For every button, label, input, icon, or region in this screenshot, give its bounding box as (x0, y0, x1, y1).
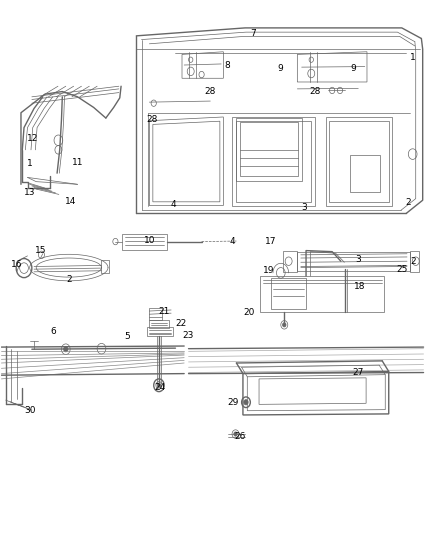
Text: 26: 26 (234, 432, 246, 441)
Text: 28: 28 (147, 115, 158, 124)
Text: 2: 2 (66, 275, 72, 284)
Text: 3: 3 (355, 255, 361, 264)
Text: 23: 23 (183, 331, 194, 340)
Text: 5: 5 (125, 332, 131, 341)
Text: 9: 9 (277, 64, 283, 73)
Text: 13: 13 (24, 188, 35, 197)
Text: 2: 2 (406, 198, 411, 207)
Text: 3: 3 (301, 203, 307, 212)
Circle shape (244, 400, 248, 405)
Text: 28: 28 (309, 87, 321, 96)
Text: 1: 1 (27, 159, 32, 167)
Text: 21: 21 (158, 307, 170, 316)
Text: 17: 17 (265, 237, 276, 246)
Text: 25: 25 (396, 265, 407, 273)
Text: 27: 27 (353, 368, 364, 377)
Circle shape (64, 346, 68, 352)
Text: 19: 19 (263, 266, 275, 274)
Text: 14: 14 (64, 197, 76, 206)
Text: 28: 28 (205, 87, 216, 96)
Text: 9: 9 (350, 64, 356, 73)
Text: 18: 18 (354, 282, 365, 291)
Text: 16: 16 (11, 261, 22, 269)
Circle shape (157, 383, 161, 387)
Text: 30: 30 (24, 406, 35, 415)
Text: 20: 20 (243, 308, 254, 317)
Text: 24: 24 (155, 383, 166, 392)
Text: 15: 15 (35, 246, 46, 255)
Text: 1: 1 (410, 53, 416, 62)
Circle shape (234, 432, 237, 436)
Text: 10: 10 (144, 236, 155, 245)
Text: 4: 4 (229, 237, 235, 246)
Text: 22: 22 (175, 319, 186, 328)
Text: 6: 6 (51, 327, 57, 336)
Text: 7: 7 (250, 29, 256, 38)
Circle shape (283, 322, 286, 327)
Text: 8: 8 (224, 61, 230, 69)
Text: 11: 11 (72, 158, 83, 166)
Text: 29: 29 (228, 398, 239, 407)
Text: 2: 2 (410, 257, 416, 265)
Text: 12: 12 (27, 134, 39, 143)
Text: 4: 4 (170, 200, 176, 209)
